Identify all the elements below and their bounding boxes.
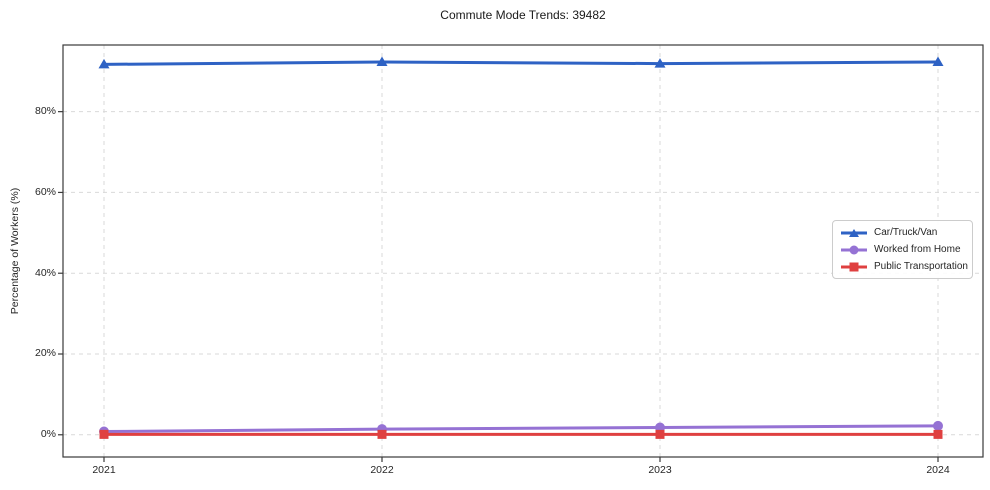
x-tick-label: 2024 [926,464,950,476]
chart-title: Commute Mode Trends: 39482 [440,8,606,22]
legend-item-car-truck-van: Car/Truck/Van [840,226,965,239]
legend-label: Public Transportation [874,261,968,272]
square-marker-icon [841,262,867,271]
legend-item-public-transportation: Public Transportation [840,260,968,273]
x-tick-label: 2022 [370,464,394,476]
y-tick-label: 80% [34,105,56,117]
x-tick-label: 2023 [648,464,672,476]
y-tick-label: 20% [34,347,56,359]
triangle-marker-icon [841,228,867,237]
y-tick-label: 0% [40,428,56,440]
legend-label: Worked from Home [874,244,961,255]
chart-legend: Car/Truck/Van Worked from Home Public Tr… [832,220,973,279]
circle-marker-icon [841,245,867,254]
legend-item-worked-from-home: Worked from Home [840,243,965,256]
y-tick-label: 60% [34,186,56,198]
legend-label: Car/Truck/Van [874,227,938,238]
y-tick-label: 40% [34,267,56,279]
x-tick-label: 2021 [92,464,116,476]
